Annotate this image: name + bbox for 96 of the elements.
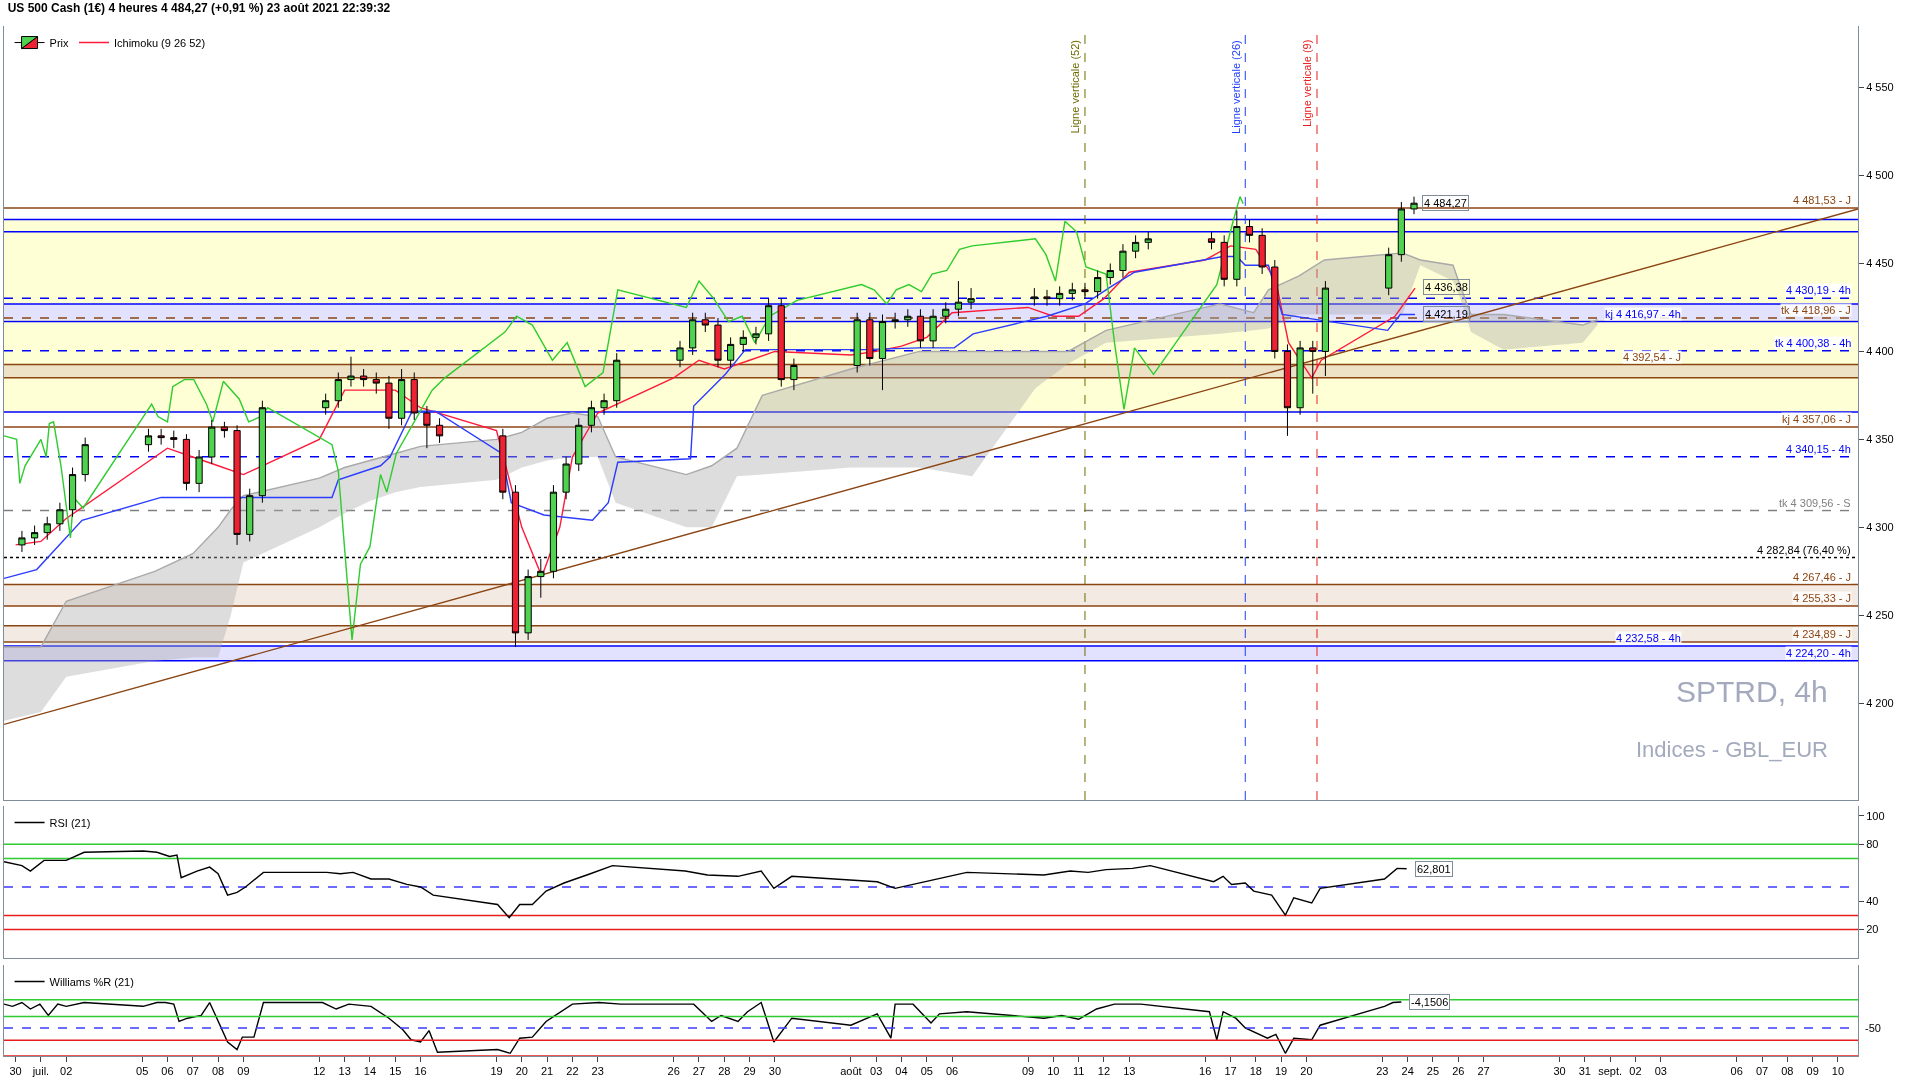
x-tick-label: 13: [1123, 1065, 1136, 1078]
y-tick-label: 4 450: [1866, 257, 1894, 270]
x-tick-label: juil.: [31, 1065, 50, 1078]
legend-label: Prix: [49, 36, 70, 49]
x-tick-label: 06: [161, 1065, 174, 1078]
ref-line-label: Ligne verticale (52): [1069, 40, 1082, 134]
chart-title: US 500 Cash (1€) 4 heures 4 484,27 (+0,91 %) 23 août 2021 22:39:32: [7, 0, 391, 15]
ref-line-label: Ligne verticale (9): [1300, 39, 1313, 128]
x-tick-label: 02: [60, 1065, 73, 1078]
y-tick-label: 20: [1866, 923, 1879, 936]
ref-line-label: 4 340,15 - 4h: [1786, 443, 1851, 455]
x-tick-label: 29: [743, 1065, 756, 1078]
x-tick-label: 31: [1578, 1065, 1591, 1078]
x-tick-label: 02: [1629, 1065, 1642, 1078]
ref-line-label: kj 4 416,97 - 4h: [1605, 308, 1681, 320]
x-tick-label: 15: [389, 1065, 402, 1078]
y-tick-label: 4 350: [1866, 433, 1894, 446]
ref-line-label: 4 267,46 - J: [1793, 571, 1852, 583]
x-tick-label: 16: [1199, 1065, 1212, 1078]
x-tick-label: 26: [1452, 1065, 1465, 1078]
ref-line-label: 4 255,33 - J: [1793, 592, 1852, 604]
x-tick-label: 28: [718, 1065, 731, 1078]
annotation: SPTRD, 4h: [1676, 675, 1828, 708]
x-tick-label: 20: [515, 1065, 528, 1078]
legend-label: Williams %R (21): [49, 975, 134, 988]
ref-line-label: tk 4 418,96 - J: [1781, 304, 1851, 316]
x-tick-label: 24: [1401, 1065, 1414, 1078]
x-tick-label: 03: [870, 1065, 883, 1078]
x-tick-label: sept.: [1598, 1065, 1623, 1078]
x-tick-label: 19: [1275, 1065, 1288, 1078]
x-tick-label: 18: [1249, 1065, 1262, 1078]
x-tick-label: 16: [414, 1065, 427, 1078]
x-tick-label: 27: [692, 1065, 706, 1078]
x-tick-label: 09: [237, 1065, 250, 1078]
x-tick-label: 12: [313, 1065, 326, 1078]
y-tick-label: 4 250: [1866, 609, 1894, 622]
x-tick-label: 20: [1300, 1065, 1313, 1078]
x-tick-label: 14: [363, 1065, 377, 1078]
x-tick-label: 27: [1477, 1065, 1490, 1078]
x-tick-label: 05: [920, 1065, 933, 1078]
x-tick-label: 26: [667, 1065, 680, 1078]
annotation: -4,1506: [1411, 996, 1449, 1008]
x-tick-label: 07: [1755, 1065, 1769, 1078]
x-tick-label: août: [840, 1065, 862, 1078]
y-tick-label: 80: [1866, 838, 1879, 851]
x-tick-label: 25: [1426, 1065, 1440, 1078]
y-tick-label: 4 200: [1866, 697, 1894, 710]
x-tick-label: 30: [768, 1065, 782, 1078]
y-tick-label: 100: [1866, 809, 1885, 822]
ref-line-label: tk 4 309,56 - S: [1779, 497, 1851, 509]
ref-line-label: Ligne verticale (26): [1229, 40, 1242, 134]
x-tick-label: 12: [1097, 1065, 1111, 1078]
x-tick-label: 08: [211, 1065, 225, 1078]
x-tick-label: 17: [1224, 1065, 1237, 1078]
y-tick-label: 40: [1866, 895, 1879, 908]
legend-label: Ichimoku (9 26 52): [114, 36, 206, 49]
ref-line-label: 4 392,54 - J: [1623, 351, 1682, 363]
y-tick-label: 4 300: [1866, 521, 1894, 534]
x-tick-label: 03: [1654, 1065, 1667, 1078]
ref-line-label: 4 430,19 - 4h: [1786, 284, 1851, 296]
x-tick-label: 30: [1553, 1065, 1566, 1078]
ref-line-label: 4 282,84 (76,40 %): [1757, 544, 1851, 556]
x-tick-label: 09: [1806, 1065, 1819, 1078]
annotation: 4 436,38: [1425, 281, 1468, 293]
x-tick-label: 08: [1781, 1065, 1794, 1078]
x-tick-label: 09: [1021, 1065, 1035, 1078]
x-tick-label: 21: [540, 1065, 554, 1078]
y-tick-label: 4 550: [1866, 81, 1894, 94]
ref-line-label: tk 4 400,38 - 4h: [1775, 337, 1852, 349]
annotation: 62,801: [1417, 863, 1451, 875]
x-tick-label: 06: [1730, 1065, 1743, 1078]
ref-line-label: 4 224,20 - 4h: [1786, 647, 1851, 659]
x-tick-label: 11: [1072, 1065, 1085, 1078]
x-tick-label: 10: [1047, 1065, 1060, 1078]
y-tick-label: 4 400: [1866, 345, 1894, 358]
x-tick-label: 04: [895, 1065, 908, 1078]
x-tick-label: 13: [338, 1065, 351, 1078]
x-tick-label: 19: [490, 1065, 503, 1078]
x-tick-label: 30: [9, 1065, 22, 1078]
y-tick-label: 4 500: [1866, 169, 1894, 182]
annotation: Indices - GBL_EUR: [1636, 737, 1828, 762]
annotation: 4 421,19: [1425, 308, 1468, 320]
x-tick-label: 23: [591, 1065, 604, 1078]
ref-line-label: 4 481,53 - J: [1793, 194, 1852, 206]
x-tick-label: 23: [1376, 1065, 1389, 1078]
ref-line-label: kj 4 357,06 - J: [1782, 413, 1852, 425]
x-tick-label: 22: [566, 1065, 579, 1078]
ref-line-label: 4 234,89 - J: [1793, 628, 1852, 640]
x-tick-label: 10: [1831, 1065, 1845, 1078]
text: -50: [1865, 1022, 1881, 1034]
ref-line-label: 4 232,58 - 4h: [1616, 632, 1681, 644]
annotation: 4 484,27: [1424, 197, 1467, 209]
legend-label: RSI (21): [49, 816, 91, 829]
x-tick-label: 06: [945, 1065, 959, 1078]
x-tick-label: 07: [186, 1065, 199, 1078]
x-tick-label: 05: [136, 1065, 149, 1078]
